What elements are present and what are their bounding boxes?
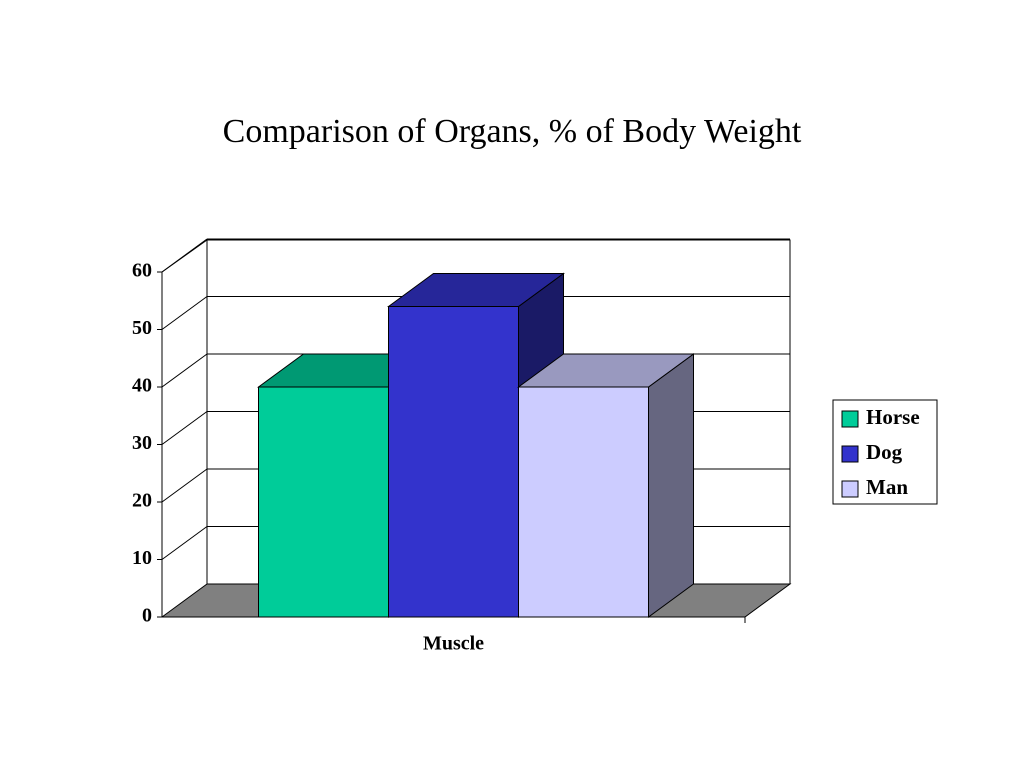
y-tick-label: 60	[132, 260, 152, 282]
legend-label: Dog	[866, 440, 903, 464]
y-tick-label: 40	[132, 375, 152, 397]
y-tick-label: 50	[132, 317, 152, 339]
x-tick-label: Muscle	[423, 633, 484, 655]
bar	[258, 386, 389, 618]
chart-title: Comparison of Organs, % of Body Weight	[223, 113, 802, 150]
y-tick-label: 20	[132, 490, 152, 512]
bar	[388, 306, 519, 618]
bar	[518, 386, 649, 618]
grid-line	[161, 468, 208, 503]
grid-line	[161, 353, 208, 388]
y-tick-label: 10	[132, 547, 152, 569]
y-tick-label: 30	[132, 432, 152, 454]
legend-swatch	[841, 445, 859, 463]
bar-side	[648, 353, 694, 618]
legend-label: Man	[866, 475, 908, 499]
grid-line	[161, 296, 208, 330]
grid-line	[161, 238, 208, 273]
legend-label: Horse	[866, 405, 920, 429]
y-tick-label: 0	[142, 605, 152, 627]
grid-line	[161, 411, 208, 445]
legend-swatch	[841, 410, 859, 428]
grid-line	[161, 526, 208, 560]
legend-swatch	[841, 480, 859, 498]
